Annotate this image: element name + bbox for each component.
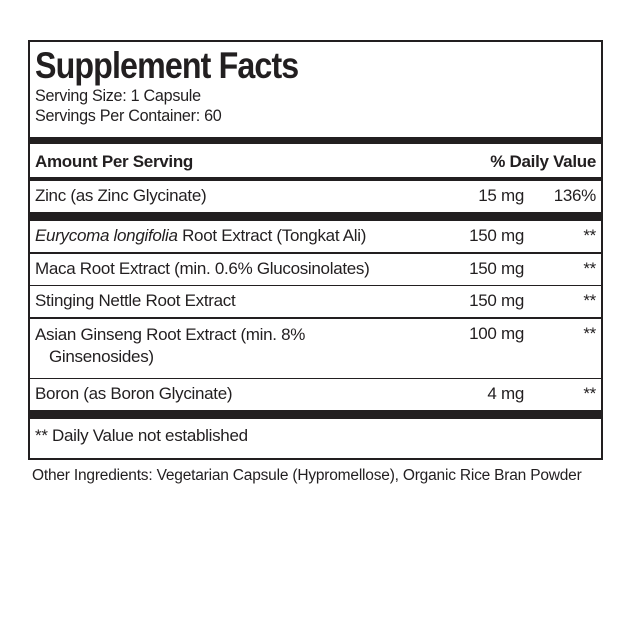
ingredient-name-line1: Asian Ginseng Root Extract (min. 8% [35, 324, 306, 344]
servings-per-container: Servings Per Container: 60 [35, 106, 222, 125]
daily-value-footnote: ** Daily Value not established [35, 426, 248, 445]
ingredient-name: Stinging Nettle Root Extract [35, 291, 236, 310]
ingredient-name: Maca Root Extract (min. 0.6% Glucosinola… [35, 258, 370, 278]
ingredient-amount: 150 mg [469, 258, 524, 278]
ingredient-amount: 15 mg [478, 186, 524, 205]
ingredient-amount: 100 mg [469, 323, 524, 343]
ingredient-daily-value: 136% [553, 186, 597, 205]
ingredient-name: Eurycoma longifolia Root Extract (Tongka… [35, 226, 428, 246]
ingredient-name: Asian Ginseng Root Extract (min. 8% Gins… [35, 324, 428, 368]
ingredient-name: Boron (as Boron Glycinate) [35, 384, 233, 403]
supplement-facts-panel: Supplement Facts Serving Size: 1 Capsule… [28, 40, 603, 460]
ingredient-row-ginseng: Asian Ginseng Root Extract (min. 8% Gins… [35, 319, 596, 378]
ingredient-row-maca: Maca Root Extract (min. 0.6% Glucosinola… [35, 254, 596, 285]
ingredient-daily-value: ** [583, 384, 596, 403]
other-ingredients: Other Ingredients: Vegetarian Capsule (H… [32, 467, 582, 484]
row-divider [30, 252, 601, 254]
row-divider [30, 377, 601, 379]
ingredient-row-eurycoma: Eurycoma longifolia Root Extract (Tongka… [35, 221, 596, 252]
ingredient-amount: 4 mg [487, 384, 524, 403]
ingredient-row-zinc: Zinc (as Zinc Glycinate) 15 mg 136% [35, 181, 596, 212]
section-divider-thick [30, 410, 601, 419]
ingredient-daily-value: ** [583, 226, 596, 245]
ingredient-daily-value: ** [583, 323, 596, 343]
ingredient-row-boron: Boron (as Boron Glycinate) 4 mg ** [35, 379, 596, 410]
row-divider [30, 317, 601, 319]
column-header-row: Amount Per Serving % Daily Value [35, 144, 596, 177]
ingredient-daily-value: ** [583, 258, 596, 278]
ingredient-name-latin: Eurycoma longifolia [35, 226, 178, 245]
ingredient-daily-value: ** [583, 291, 596, 310]
section-divider-thick [30, 137, 601, 144]
row-divider [30, 284, 601, 286]
panel-title: Supplement Facts [35, 45, 299, 86]
ingredient-amount: 150 mg [469, 291, 524, 310]
ingredient-row-nettle: Stinging Nettle Root Extract 150 mg ** [35, 286, 596, 317]
daily-value-header: % Daily Value [490, 152, 596, 171]
ingredient-name-rest: Root Extract (Tongkat Ali) [177, 226, 367, 245]
serving-size: Serving Size: 1 Capsule [35, 86, 201, 105]
ingredient-name-line2: Ginsenosides) [49, 346, 154, 366]
ingredient-amount: 150 mg [469, 226, 524, 245]
ingredient-name: Zinc (as Zinc Glycinate) [35, 186, 207, 205]
section-divider-thick [30, 212, 601, 221]
amount-per-serving-header: Amount Per Serving [35, 152, 194, 171]
header-divider [30, 177, 601, 181]
